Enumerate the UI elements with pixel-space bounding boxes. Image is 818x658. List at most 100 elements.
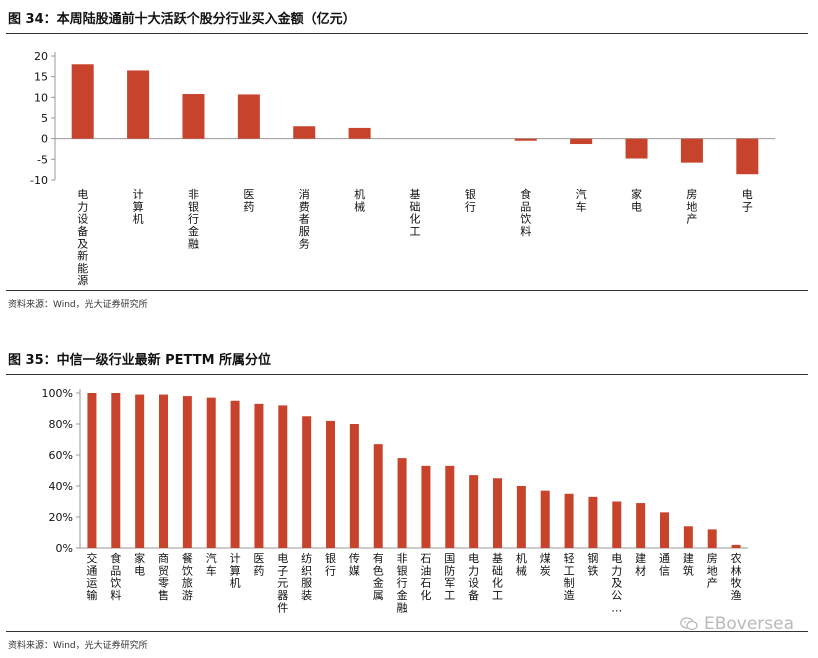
figure2-bar-21 — [564, 493, 574, 548]
figure1-bar-12 — [680, 138, 703, 163]
figure2-bar-23 — [612, 501, 622, 548]
figure2-bar-7 — [230, 400, 240, 548]
figure2-y-tick-label: 20% — [49, 511, 73, 524]
figure-35-top-rule — [6, 374, 808, 375]
figure2-category-label-26: 建筑 — [683, 551, 694, 577]
figure2-bar-16 — [445, 465, 455, 548]
figure2-y-tick-label: 40% — [49, 480, 73, 493]
figure2-category-label-28: 农林牧渔 — [731, 551, 742, 602]
figure1-bar-13 — [736, 138, 759, 175]
figure1-category-label-7: 基础化工 — [410, 188, 421, 238]
figure-35-title: 图 35：中信一级行业最新 PETTM 所属分位 — [8, 353, 272, 368]
figure1-category-label-8: 银行 — [465, 187, 476, 213]
figure-35-source: 资料来源：Wind，光大证券研究所 — [8, 641, 148, 651]
figure2-category-label-7: 计算机 — [230, 552, 241, 590]
figure1-category-label-2: 计算机 — [133, 188, 144, 226]
figure2-category-label-27: 房地产 — [707, 552, 718, 590]
figure2-bar-11 — [326, 420, 335, 548]
figure1-category-label-6: 机械 — [354, 187, 365, 213]
figure1-y-tick-label: 20 — [34, 50, 48, 63]
figure2-category-label-10: 纺织服装 — [301, 551, 312, 602]
figure2-bar-2 — [111, 393, 121, 548]
figure2-bar-20 — [540, 490, 550, 548]
figure2-category-label-23: 电力及公… — [611, 552, 622, 614]
figure2-bar-5 — [182, 396, 192, 548]
figure2-category-label-8: 医药 — [253, 552, 264, 577]
figure1-y-tick-label: 10 — [34, 91, 48, 104]
figure1-category-label-3: 非银行金融 — [188, 188, 199, 250]
figure2-category-label-17: 电力设备 — [468, 552, 479, 602]
figure-34-title: 图 34：本周陆股通前十大活跃个股分行业买入金额（亿元） — [8, 12, 356, 27]
figure2-bar-6 — [206, 397, 216, 548]
figure2-bar-17 — [469, 475, 479, 548]
figure-34-bottom-rule — [6, 290, 808, 291]
figure2-bar-15 — [421, 465, 431, 548]
figure1-category-label-5: 消费者服务 — [299, 187, 310, 250]
figure2-category-label-25: 通信 — [659, 552, 670, 577]
figure2-bar-8 — [254, 403, 264, 548]
figure-34-source: 资料来源：Wind，光大证券研究所 — [8, 300, 148, 310]
wechat-icon — [680, 617, 698, 631]
figure2-category-label-13: 有色金属 — [373, 551, 384, 602]
figure2-bar-26 — [683, 526, 693, 548]
figure1-bar-1 — [71, 64, 94, 139]
figure2-category-label-3: 家电 — [134, 551, 145, 577]
figure2-category-label-21: 轻工制造 — [564, 551, 575, 602]
figure1-bar-6 — [348, 127, 371, 139]
watermark: EBoversea — [680, 614, 794, 634]
figure1-bar-4 — [237, 94, 260, 139]
figure1-category-label-11: 家电 — [631, 187, 642, 213]
figure2-bar-10 — [302, 416, 312, 548]
figure1-y-tick-label: 15 — [34, 71, 48, 84]
figure2-bar-19 — [516, 486, 526, 548]
figure2-bar-24 — [636, 503, 646, 548]
figure-34-bar-chart: 20 15 10 5 0 -5 -10 电力设备及新能源 计算机 非银行金融 医药 消费者服务 机械 基础… — [30, 50, 775, 287]
figure1-y-tick-label: 0 — [41, 133, 48, 146]
figure1-bar-2 — [127, 70, 150, 139]
figure2-bar-4 — [159, 394, 168, 548]
figure2-category-label-6: 汽车 — [206, 551, 217, 577]
figure2-category-label-2: 食品饮料 — [110, 551, 121, 602]
figure2-bar-9 — [278, 405, 288, 548]
figure1-category-label-4: 医药 — [243, 188, 254, 213]
figure1-category-label-9: 食品饮料 — [520, 187, 531, 238]
figure1-bar-3 — [182, 94, 205, 139]
figure2-bar-1 — [87, 393, 97, 548]
figure2-category-label-22: 钢铁 — [587, 552, 598, 577]
figure1-bar-9 — [514, 138, 537, 141]
figure2-category-label-24: 建材 — [635, 551, 646, 577]
figure2-bar-14 — [397, 458, 407, 548]
figure2-category-label-9: 电子元器件 — [277, 552, 288, 614]
figure2-y-tick-label: 0% — [56, 542, 73, 555]
figure1-y-tick-label: -10 — [30, 174, 48, 187]
figure2-category-label-5: 餐饮旅游 — [182, 551, 193, 602]
figure2-bar-3 — [135, 394, 145, 548]
figure2-category-label-16: 国防军工 — [444, 552, 455, 602]
figure-35-bottom-rule — [6, 631, 808, 632]
figure2-category-label-11: 银行 — [325, 551, 336, 577]
figure2-bar-25 — [660, 512, 669, 548]
figure2-category-label-18: 基础化工 — [492, 552, 503, 602]
figure2-category-label-20: 煤炭 — [540, 552, 551, 577]
figure2-bar-22 — [588, 496, 598, 548]
figure1-category-label-12: 房地产 — [686, 188, 697, 226]
figure1-bar-5 — [293, 126, 316, 139]
figure1-category-label-10: 汽车 — [576, 187, 587, 213]
figure1-bar-11 — [625, 138, 648, 159]
figure2-category-label-4: 商贸零售 — [158, 551, 169, 602]
figure1-category-label-1: 电力设备及新能源 — [77, 188, 88, 287]
figure2-bar-13 — [373, 444, 383, 548]
figure2-category-label-19: 机械 — [516, 551, 527, 577]
figure1-y-tick-label: 5 — [41, 112, 48, 125]
figure2-category-label-1: 交通运输 — [86, 551, 97, 602]
figure1-category-label-13: 电子 — [742, 188, 753, 213]
figure2-y-tick-label: 100% — [42, 387, 73, 400]
figure-35-bar-chart: 100% 80% 60% 40% 20% 0% 交通运输 食品饮料 家电 商贸零售 餐饮旅游 汽车计算… — [42, 387, 748, 614]
figure2-y-tick-label: 60% — [49, 449, 73, 462]
figure2-y-tick-label: 80% — [49, 418, 73, 431]
figure-34-top-rule — [6, 33, 808, 34]
figure2-bar-27 — [707, 529, 717, 548]
figure2-bar-18 — [493, 478, 502, 548]
figure2-category-label-12: 传媒 — [349, 552, 360, 577]
watermark-text: EBoversea — [703, 614, 794, 634]
